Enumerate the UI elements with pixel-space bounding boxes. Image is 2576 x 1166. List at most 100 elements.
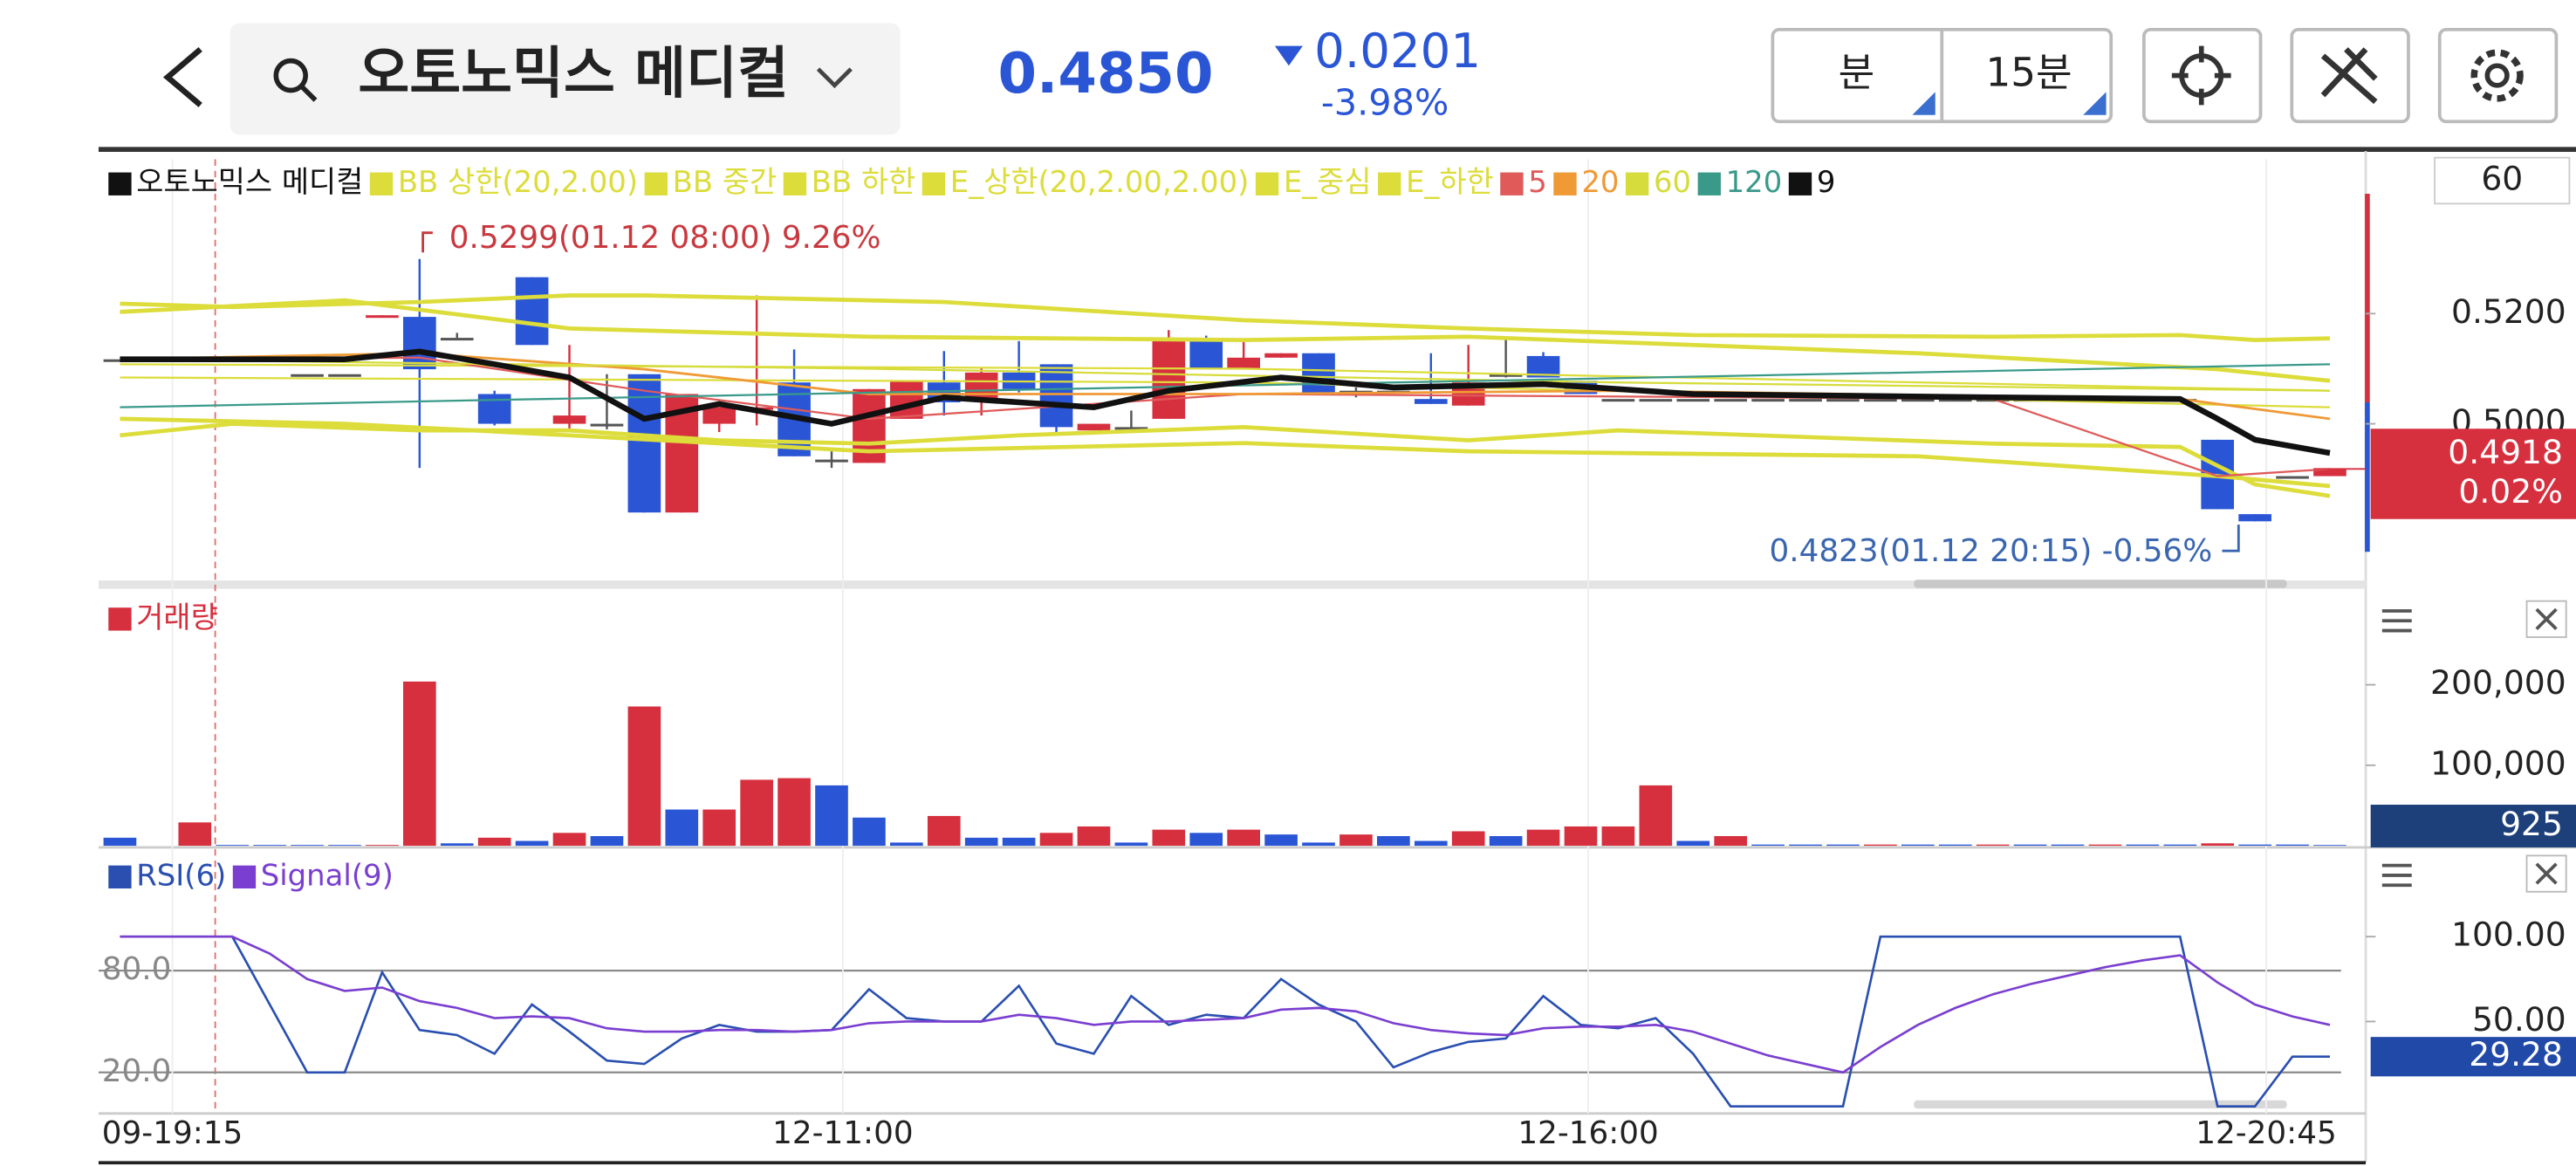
candle-body	[590, 423, 624, 427]
legend-label: 20	[1581, 165, 1619, 199]
y-tick-label: 20.0	[102, 1053, 172, 1089]
x-tick-label: 12-16:00	[1518, 1115, 1658, 1151]
indicator-line	[120, 348, 2331, 456]
volume-bar	[216, 845, 250, 847]
search-icon-handle	[300, 85, 318, 102]
volume-bar	[1714, 836, 1748, 847]
volume-bar	[1077, 826, 1111, 847]
candle-body	[1489, 374, 1523, 377]
candle-body	[1189, 338, 1223, 370]
volume-bar	[1302, 842, 1335, 847]
volume-bar	[1451, 831, 1485, 847]
volume-bar	[2238, 844, 2271, 847]
legend-label: E_중심	[1284, 165, 1372, 199]
candle-body	[1077, 423, 1111, 431]
price-change: 0.0201	[1314, 23, 1481, 79]
period-unit[interactable]: 분	[1839, 50, 1875, 96]
candle-body	[366, 315, 399, 319]
last-value-label: 925	[2500, 805, 2563, 843]
volume-bar	[2201, 843, 2235, 847]
legend-label: 60	[1654, 165, 1691, 199]
candle-body	[1639, 399, 1673, 402]
candle-body	[627, 374, 661, 513]
volume-bar	[2051, 844, 2085, 847]
volume-bar	[590, 836, 624, 847]
volume-bar	[1901, 844, 1935, 847]
crosshair-button[interactable]	[2141, 27, 2263, 124]
search-box[interactable]	[230, 23, 901, 135]
price-change-percent: -3.98%	[1321, 81, 1449, 123]
candle-body	[1302, 353, 1335, 394]
volume-bar	[815, 785, 848, 847]
legend-label: RSI(6)	[136, 858, 226, 892]
close-button[interactable]	[2525, 854, 2567, 893]
volume-bar	[853, 817, 886, 847]
candle-body	[1264, 353, 1298, 358]
scrollbar[interactable]	[1914, 580, 2287, 588]
volume-bar	[1264, 834, 1298, 847]
volume-bar	[253, 845, 286, 847]
menu-icon[interactable]	[2381, 863, 2412, 888]
volume-bar	[1039, 833, 1073, 847]
legend-label: E_하한	[1406, 165, 1494, 199]
indicator-line	[120, 935, 2331, 1074]
candle-body	[477, 394, 511, 424]
candle-body	[1714, 399, 1748, 402]
candle-body	[1114, 427, 1148, 430]
y2-tick-label: 50.00	[2472, 1000, 2566, 1039]
volume-bar	[2013, 844, 2047, 847]
legend-label: 5	[1528, 165, 1547, 199]
volume-bar	[103, 837, 137, 847]
annotation-arrow	[2222, 525, 2240, 552]
price: 0.4850	[998, 42, 1214, 106]
candle-body	[1901, 399, 1935, 402]
candle-body	[552, 415, 586, 424]
legend-label: 9	[1817, 165, 1836, 199]
volume-bar	[702, 809, 736, 847]
legend-swatch	[1697, 172, 1721, 195]
candle-body	[1227, 357, 1260, 370]
legend-label: E_상한(20,2.00,2.00)	[950, 165, 1250, 199]
legend-swatch	[783, 172, 807, 195]
candle-body	[1751, 399, 1785, 402]
candle-body	[890, 381, 923, 419]
volume-bar	[1152, 829, 1186, 847]
legend-swatch	[1788, 172, 1812, 195]
candle-body	[815, 459, 848, 463]
scrollbar[interactable]	[1914, 1100, 2287, 1109]
legend-label: BB 상한(20,2.00)	[398, 165, 638, 199]
back-button[interactable]	[162, 46, 202, 107]
candle-body	[328, 374, 361, 377]
settings-hub	[2484, 63, 2510, 88]
annotation: 0.4823(01.12 20:15) -0.56%	[1769, 533, 2212, 569]
period-box[interactable]	[2434, 156, 2571, 205]
legend-swatch	[108, 172, 132, 195]
candle-body	[702, 407, 736, 424]
volume-bar	[403, 681, 436, 847]
close-icon	[2535, 607, 2558, 631]
volume-bar	[778, 778, 811, 847]
period-value[interactable]: 15분	[1986, 50, 2072, 96]
drawing-button[interactable]	[2290, 27, 2410, 124]
y-tick-label: 80.0	[102, 951, 172, 987]
volume-bar	[1377, 836, 1410, 847]
last-value-label: 29.28	[2469, 1035, 2563, 1073]
menu-icon[interactable]	[2381, 609, 2412, 633]
volume-bar	[740, 779, 773, 847]
volume-bar	[366, 845, 399, 847]
indicator-line	[120, 935, 2330, 1108]
settings-button[interactable]	[2437, 27, 2559, 124]
dropdown-icon[interactable]	[816, 67, 853, 89]
candle-body	[2238, 514, 2271, 522]
volume-bar	[1489, 836, 1523, 847]
candle-body	[403, 317, 436, 370]
corner-mark	[1912, 92, 1935, 115]
period-box-label[interactable]: 60	[2481, 159, 2523, 197]
last-value-box	[2370, 1037, 2576, 1077]
down-triangle	[1274, 45, 1303, 66]
legend-label: 거래량	[136, 600, 217, 634]
volume-bar	[2126, 844, 2160, 847]
volume-bar	[1639, 785, 1673, 847]
